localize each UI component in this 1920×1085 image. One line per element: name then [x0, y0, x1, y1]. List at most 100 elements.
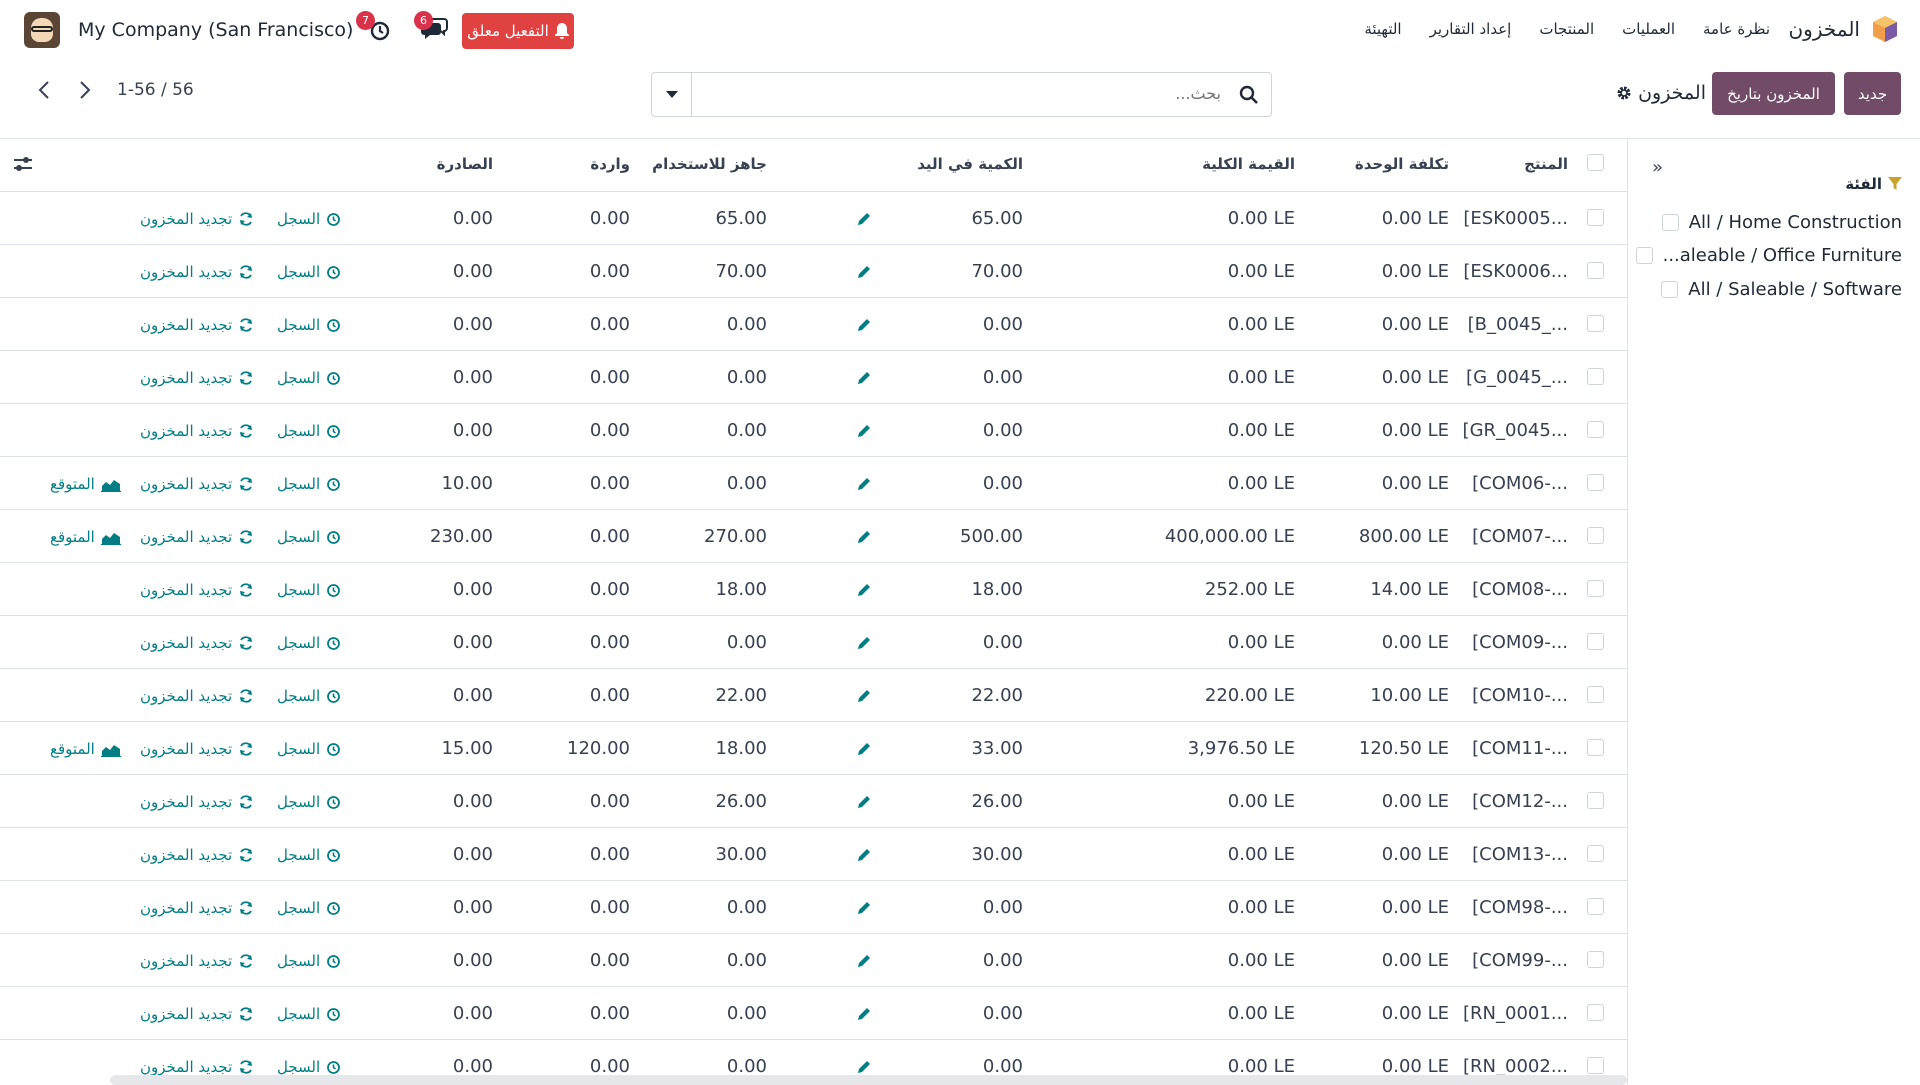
history-link[interactable]: السجل — [277, 1005, 341, 1023]
history-link[interactable]: السجل — [277, 475, 341, 493]
replenish-link[interactable]: تجديد المخزون — [140, 475, 254, 493]
replenish-link[interactable]: تجديد المخزون — [140, 316, 254, 334]
row-checkbox[interactable] — [1587, 209, 1604, 226]
history-link[interactable]: السجل — [277, 422, 341, 440]
row-checkbox[interactable] — [1587, 262, 1604, 279]
row-checkbox[interactable] — [1587, 315, 1604, 332]
replenish-link[interactable]: تجديد المخزون — [140, 899, 254, 917]
history-link[interactable]: السجل — [277, 687, 341, 705]
activation-pending-button[interactable]: التفعيل معلق — [462, 13, 574, 49]
category-item[interactable]: All / Home Construction — [1661, 212, 1902, 233]
edit-pencil-icon[interactable] — [856, 211, 872, 227]
history-link[interactable]: السجل — [277, 740, 341, 758]
category-checkbox[interactable] — [1661, 214, 1679, 231]
chat-button[interactable]: 6 — [414, 11, 450, 44]
menu-operations[interactable]: العمليات — [1622, 20, 1676, 38]
company-switcher[interactable]: My Company (San Francisco) — [78, 19, 354, 41]
edit-pencil-icon[interactable] — [856, 688, 872, 704]
table-row[interactable]: [COM99-... 0.00 LE 0.00 LE 0.00 0.00 0.00 0.00… — [0, 934, 1627, 987]
table-row[interactable]: [B_0045_... 0.00 LE 0.00 LE 0.00 0.00 0.00 0.0… — [0, 298, 1627, 351]
search-input[interactable] — [701, 84, 1221, 103]
row-checkbox[interactable] — [1587, 951, 1604, 968]
row-checkbox[interactable] — [1587, 739, 1604, 756]
header-on-hand[interactable]: الكمية في اليد — [917, 155, 1023, 173]
history-link[interactable]: السجل — [277, 952, 341, 970]
history-link[interactable]: السجل — [277, 899, 341, 917]
horizontal-scrollbar[interactable] — [110, 1075, 1627, 1085]
user-avatar[interactable] — [24, 12, 60, 48]
activity-button[interactable]: 7 — [356, 11, 392, 44]
table-row[interactable]: [GR_0045... 0.00 LE 0.00 LE 0.00 0.00 0.00 0.0… — [0, 404, 1627, 457]
row-checkbox[interactable] — [1587, 368, 1604, 385]
table-row[interactable]: [G_0045_... 0.00 LE 0.00 LE 0.00 0.00 0.00 0.0… — [0, 351, 1627, 404]
category-item[interactable]: ...aleable / Office Furniture — [1635, 245, 1902, 266]
edit-pencil-icon[interactable] — [856, 423, 872, 439]
replenish-link[interactable]: تجديد المخزون — [140, 210, 254, 228]
header-unit-cost[interactable]: تكلفة الوحدة — [1354, 155, 1449, 173]
replenish-link[interactable]: تجديد المخزون — [140, 1058, 254, 1076]
edit-pencil-icon[interactable] — [856, 794, 872, 810]
table-row[interactable]: [COM09-... 0.00 LE 0.00 LE 0.00 0.00 0.00 0.00… — [0, 616, 1627, 669]
table-row[interactable]: [COM11-... 120.50 LE 3,976.50 LE 33.00 18.00… — [0, 722, 1627, 775]
select-all-checkbox[interactable] — [1587, 154, 1604, 171]
inventory-app-icon[interactable] — [1870, 14, 1900, 44]
table-row[interactable]: [ESK0006... 0.00 LE 0.00 LE 70.00 70.00 0.00 0… — [0, 245, 1627, 298]
replenish-link[interactable]: تجديد المخزون — [140, 793, 254, 811]
edit-pencil-icon[interactable] — [856, 635, 872, 651]
table-row[interactable]: [COM10-... 10.00 LE 220.00 LE 22.00 22.00 0.0… — [0, 669, 1627, 722]
header-total-value[interactable]: القيمة الكلية — [1202, 155, 1295, 173]
row-checkbox[interactable] — [1587, 898, 1604, 915]
row-checkbox[interactable] — [1587, 792, 1604, 809]
row-checkbox[interactable] — [1587, 845, 1604, 862]
forecast-link[interactable]: المتوقع — [50, 528, 121, 546]
forecast-link[interactable]: المتوقع — [50, 475, 121, 493]
table-row[interactable]: [COM06-... 0.00 LE 0.00 LE 0.00 0.00 0.00 10.0… — [0, 457, 1627, 510]
edit-pencil-icon[interactable] — [856, 529, 872, 545]
table-row[interactable]: [RN_0002... 0.00 LE 0.00 LE 0.00 0.00 0.00 0.0… — [0, 1040, 1627, 1085]
history-link[interactable]: السجل — [277, 369, 341, 387]
edit-pencil-icon[interactable] — [856, 264, 872, 280]
edit-pencil-icon[interactable] — [856, 1059, 872, 1075]
replenish-link[interactable]: تجديد المخزون — [140, 528, 254, 546]
row-checkbox[interactable] — [1587, 421, 1604, 438]
history-link[interactable]: السجل — [277, 1058, 341, 1076]
menu-reporting[interactable]: إعداد التقارير — [1429, 20, 1512, 38]
edit-pencil-icon[interactable] — [856, 476, 872, 492]
history-link[interactable]: السجل — [277, 581, 341, 599]
category-checkbox[interactable] — [1635, 247, 1653, 264]
pager-next-icon[interactable] — [75, 79, 95, 101]
row-checkbox[interactable] — [1587, 527, 1604, 544]
row-checkbox[interactable] — [1587, 1004, 1604, 1021]
history-link[interactable]: السجل — [277, 528, 341, 546]
search-options-toggle[interactable] — [652, 73, 692, 116]
category-item[interactable]: All / Saleable / Software — [1661, 279, 1902, 300]
collapse-sidepanel-icon[interactable]: » — [1652, 157, 1664, 178]
history-link[interactable]: السجل — [277, 316, 341, 334]
app-brand[interactable]: المخزون — [1788, 17, 1860, 41]
replenish-link[interactable]: تجديد المخزون — [140, 1005, 254, 1023]
table-row[interactable]: [COM07-... 800.00 LE 400,000.00 LE 500.00 27… — [0, 510, 1627, 563]
menu-overview[interactable]: نظرة عامة — [1703, 20, 1770, 38]
history-link[interactable]: السجل — [277, 846, 341, 864]
row-checkbox[interactable] — [1587, 1057, 1604, 1074]
pager-previous-icon[interactable] — [34, 79, 54, 101]
header-product[interactable]: المنتج — [1524, 155, 1568, 173]
history-link[interactable]: السجل — [277, 263, 341, 281]
table-row[interactable]: [COM12-... 0.00 LE 0.00 LE 26.00 26.00 0.00 0.… — [0, 775, 1627, 828]
header-incoming[interactable]: واردة — [590, 155, 630, 173]
replenish-link[interactable]: تجديد المخزون — [140, 422, 254, 440]
edit-pencil-icon[interactable] — [856, 741, 872, 757]
table-row[interactable]: [COM13-... 0.00 LE 0.00 LE 30.00 30.00 0.00 0.… — [0, 828, 1627, 881]
replenish-link[interactable]: تجديد المخزون — [140, 634, 254, 652]
history-link[interactable]: السجل — [277, 210, 341, 228]
replenish-link[interactable]: تجديد المخزون — [140, 952, 254, 970]
header-available[interactable]: جاهز للاستخدام — [652, 155, 767, 173]
replenish-link[interactable]: تجديد المخزون — [140, 369, 254, 387]
forecast-link[interactable]: المتوقع — [50, 740, 121, 758]
replenish-link[interactable]: تجديد المخزون — [140, 687, 254, 705]
menu-configuration[interactable]: التهيئة — [1364, 20, 1402, 38]
optional-columns-icon[interactable] — [12, 155, 34, 173]
menu-products[interactable]: المنتجات — [1539, 20, 1595, 38]
table-row[interactable]: [COM98-... 0.00 LE 0.00 LE 0.00 0.00 0.00 0.00… — [0, 881, 1627, 934]
row-checkbox[interactable] — [1587, 633, 1604, 650]
